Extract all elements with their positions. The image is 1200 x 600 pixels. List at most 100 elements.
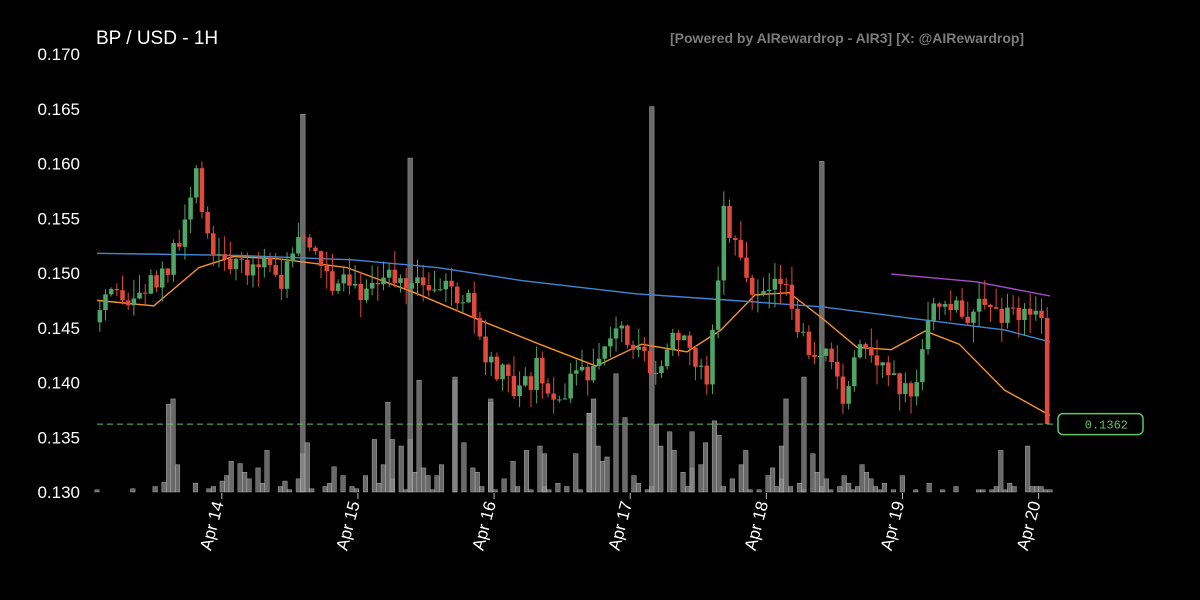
candle-body [523,376,528,386]
candle-body [863,344,868,348]
volume-bar [398,445,404,493]
candle-body [505,364,511,376]
volume-bar [537,445,543,493]
volume-bar [260,483,266,493]
candle-body [358,283,364,300]
candle-body [500,364,505,380]
candle-body [494,356,500,380]
candle-body [568,373,573,399]
candle-body [426,285,432,291]
candle-body [852,357,857,387]
candle-body [557,399,562,401]
volume-bar [980,489,986,493]
candle-body [823,348,829,356]
volume-bar [282,480,288,493]
volume-bar [814,472,820,493]
y-tick-label: 0.140 [37,374,80,393]
candle-body [279,274,284,289]
candle-body [1016,307,1022,321]
candle-body [630,344,636,350]
x-axis: Apr 14 Apr 15 Apr 16 Apr 17 Apr 18 Apr 19 Apr … [196,493,1045,552]
candle-body [812,355,817,357]
candle-body [988,304,993,308]
candle-body [488,356,494,363]
candle-body [846,386,851,404]
volume-bar [975,489,981,493]
candle-body [772,278,778,290]
volume-bar [998,450,1004,493]
volume-bar [286,489,292,493]
y-tick-label: 0.170 [37,45,80,64]
volume-bar [403,489,409,493]
volume-bar [743,450,749,493]
volume-bar [787,486,793,493]
volume-bar [192,483,198,493]
candle-body [1010,307,1016,309]
volume-bar [756,489,762,493]
candle-body [369,282,375,289]
candle-body [993,307,999,309]
volume-bar [890,489,896,493]
candle-body [420,277,426,286]
candle-body [1033,310,1039,315]
candle-body [341,274,347,284]
candle-body [528,376,534,390]
candle-body [732,238,738,241]
candle-body [290,253,295,262]
candle-body [778,278,783,285]
candle-body [806,331,812,356]
volume-bar [255,467,261,493]
candle-body [483,336,488,363]
volume-bar [416,380,422,493]
volume-bar [389,439,395,493]
candle-body [698,365,704,367]
y-axis: 0.130 0.135 0.140 0.145 0.150 0.155 0.160 0.165… [37,45,80,502]
volume-bar [130,488,136,493]
x-tick-label: Apr 17 [605,499,636,552]
last-price-label: 0.1362 [1085,419,1128,433]
candle-body [562,398,568,400]
candle-body [636,346,642,350]
candle-body [301,237,307,239]
candle-body [307,237,312,248]
candle-body [954,300,959,310]
volume-bar [510,461,516,493]
y-tick-label: 0.130 [37,483,80,502]
candle-body [766,289,772,292]
candle-body [903,383,908,395]
candle-body [676,332,681,340]
candle-body [409,283,415,289]
candle-body [715,280,721,330]
volume-bar [246,478,252,493]
candle-body [375,282,381,285]
volume-bar [698,464,704,493]
candle-body [920,349,925,383]
candle-body [176,243,182,247]
volume-bar [953,486,959,493]
volume-bar [1007,483,1013,493]
volume-bar [340,475,346,493]
x-tick-label: Apr 14 [196,499,227,552]
candlesticks [97,161,1050,425]
volume-bar [635,483,641,493]
candle-body [937,303,942,307]
candle-body [704,365,710,385]
candle-body [120,290,125,301]
candle-body [687,335,693,348]
volume-bar [823,478,829,493]
candle-body [755,294,761,296]
candle-body [948,304,953,310]
candle-body [250,264,256,276]
volume-bar [295,478,301,493]
volume-bar [779,445,785,493]
volume-bar [796,483,802,493]
volume-bar [161,481,167,493]
volume-bar [371,439,377,493]
volume-bar [850,489,856,493]
volume-bar [210,486,216,493]
volume-bar [819,161,825,493]
volume-bar [837,486,843,493]
candle-body [840,376,846,404]
candle-body [466,292,471,303]
